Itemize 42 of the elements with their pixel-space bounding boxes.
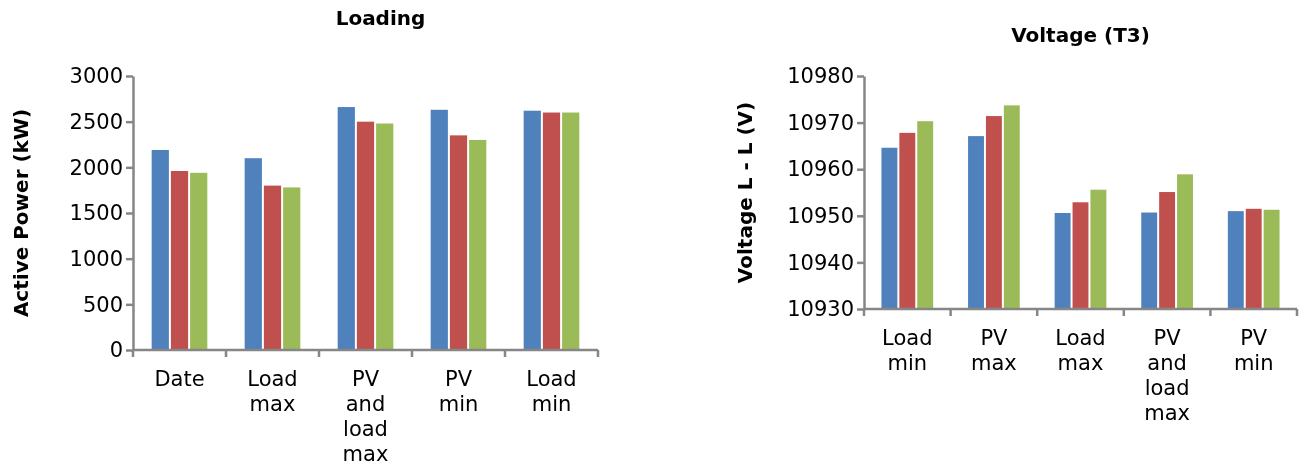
x-tick-label: PV min <box>438 367 479 416</box>
y-tick-label: 10970 <box>787 110 854 135</box>
y-tick-label: 3000 <box>69 64 123 89</box>
y-axis-title: Voltage L - L (V) <box>733 101 757 284</box>
y-tick-label: 1500 <box>69 201 123 226</box>
bar <box>376 123 394 350</box>
y-tick-label: 10940 <box>787 250 854 275</box>
bar <box>190 172 208 350</box>
bar <box>151 149 169 350</box>
y-axis-title: Active Power (kW) <box>9 108 33 318</box>
y-tick-label: 500 <box>82 292 123 317</box>
y-tick-label: 10980 <box>787 64 854 89</box>
bar <box>430 109 448 350</box>
bar <box>244 158 262 350</box>
x-tick-label: Load max <box>1055 326 1106 375</box>
y-tick-label: 2500 <box>69 109 123 134</box>
bar <box>523 110 541 350</box>
bar <box>356 121 375 350</box>
x-tick-label: PV max <box>971 326 1017 375</box>
chart-title: Voltage (T3) <box>1011 23 1150 47</box>
y-tick-label: 10950 <box>787 204 854 229</box>
y-tick-label: 2000 <box>69 155 123 180</box>
x-tick-label: PV and load max <box>1144 326 1190 425</box>
bar <box>283 187 301 350</box>
chart-title: Loading <box>335 6 426 30</box>
bar <box>337 107 355 350</box>
y-tick-label: 1000 <box>69 246 123 271</box>
x-tick-label: PV min <box>1233 326 1274 375</box>
bar <box>170 170 189 350</box>
x-tick-label: Load max <box>247 367 298 416</box>
x-tick-label: Date <box>154 367 205 391</box>
bar <box>542 112 561 350</box>
y-tick-label: 0 <box>109 338 123 363</box>
x-tick-label: Load min <box>882 326 933 375</box>
bar <box>449 135 468 350</box>
x-tick-label: Load min <box>526 367 577 416</box>
y-tick-label: 10960 <box>787 157 854 182</box>
bar <box>562 112 580 350</box>
bar <box>469 139 487 350</box>
bar <box>263 185 282 350</box>
y-tick-label: 10930 <box>787 297 854 322</box>
x-tick-label: PV and load max <box>342 367 389 461</box>
